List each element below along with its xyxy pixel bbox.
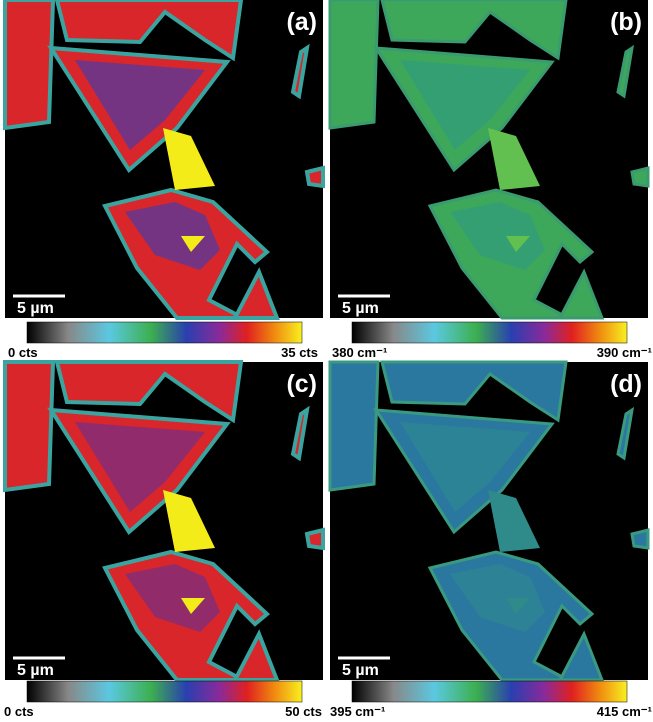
colorbar-min: 395 cm⁻¹ bbox=[330, 704, 385, 719]
map-b: (b) 5 µm bbox=[330, 0, 648, 318]
map-a: (a) 5 µm bbox=[5, 0, 323, 318]
colorbar-max: 390 cm⁻¹ bbox=[597, 345, 652, 360]
panel-label: (b) bbox=[610, 8, 642, 36]
colorbar-max: 50 cts bbox=[285, 704, 322, 719]
colorbar bbox=[27, 681, 302, 702]
panel-label: (a) bbox=[286, 8, 317, 36]
colorbar-min: 0 cts bbox=[4, 704, 34, 719]
colorbar-min: 380 cm⁻¹ bbox=[332, 345, 387, 360]
colorbar bbox=[352, 681, 627, 702]
colorbar-min: 0 cts bbox=[8, 345, 38, 360]
colorbar-max: 35 cts bbox=[281, 345, 318, 360]
colorbar bbox=[27, 322, 302, 343]
panel-label: (c) bbox=[286, 370, 317, 398]
map-c: (c) 5 µm bbox=[5, 362, 323, 680]
colorbar-max: 415 cm⁻¹ bbox=[597, 704, 652, 719]
map-d: (d) 5 µm bbox=[330, 362, 648, 680]
scale-bar-label: 5 µm bbox=[342, 300, 379, 317]
colorbar bbox=[352, 322, 627, 343]
scale-bar-label: 5 µm bbox=[17, 662, 54, 679]
figure: (a) 5 µm (b) 5 µm (c) 5 µm (d) 5 µm 0 ct… bbox=[0, 0, 653, 722]
scale-bar-label: 5 µm bbox=[342, 662, 379, 679]
panel-label: (d) bbox=[610, 370, 642, 398]
scale-bar-label: 5 µm bbox=[17, 300, 54, 317]
page: {"panels": [ {"label": "(a)", "scale_bar… bbox=[0, 0, 653, 722]
